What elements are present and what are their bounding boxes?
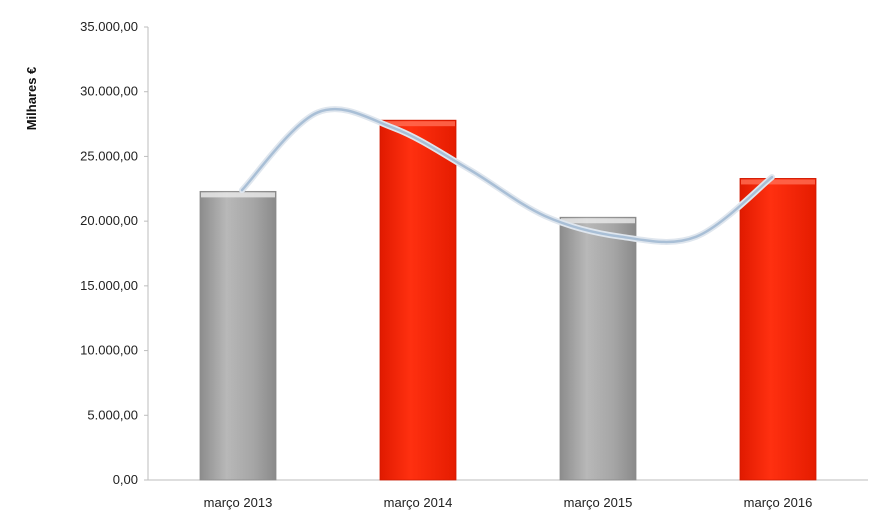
bars	[199, 119, 817, 481]
bar-3	[559, 216, 637, 481]
y-tick-label: 10.000,00	[80, 343, 138, 358]
y-axis-title: Milhares €	[24, 67, 39, 131]
x-axis-labels: março 2013 março 2014 março 2015 março 2016	[204, 495, 813, 510]
bar-highlight	[201, 192, 275, 198]
y-tick-label: 25.000,00	[80, 148, 138, 163]
y-tick-label: 5.000,00	[87, 407, 138, 422]
x-tick-label: março 2016	[744, 495, 813, 510]
bar-1	[199, 190, 277, 481]
bar-2	[379, 119, 457, 481]
x-tick-label: março 2014	[384, 495, 453, 510]
y-axis-ticks: 0,00 5.000,00 10.000,00 15.000,00 20.000,00 2…	[80, 19, 148, 487]
y-tick-label: 0,00	[113, 472, 138, 487]
bar-4	[739, 178, 817, 481]
bar-highlight	[741, 179, 815, 185]
bar-highlight	[381, 121, 455, 127]
x-tick-label: março 2015	[564, 495, 633, 510]
y-tick-label: 30.000,00	[80, 84, 138, 99]
trend-line-shadow	[239, 106, 775, 245]
y-tick-label: 20.000,00	[80, 213, 138, 228]
y-tick-label: 15.000,00	[80, 278, 138, 293]
trend-line-layer	[239, 106, 775, 245]
bar-highlight	[561, 218, 635, 224]
x-tick-label: março 2013	[204, 495, 273, 510]
trend-line	[240, 107, 774, 244]
y-tick-label: 35.000,00	[80, 19, 138, 34]
